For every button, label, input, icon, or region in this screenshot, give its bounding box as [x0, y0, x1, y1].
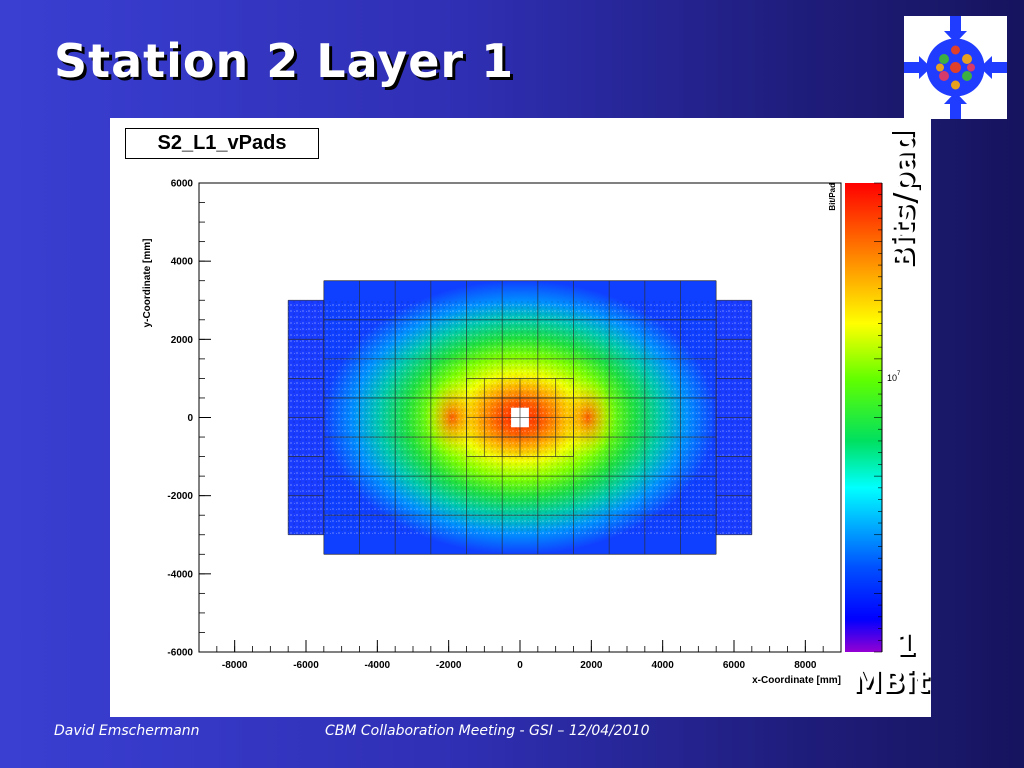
logo-graphic	[904, 16, 1007, 119]
footer-meeting: CBM Collaboration Meeting - GSI – 12/04/…	[325, 723, 650, 739]
x-tick-label: 8000	[794, 660, 817, 671]
y-tick-label: 2000	[171, 335, 194, 346]
y-tick-label: 6000	[171, 179, 194, 190]
histogram-name-box: S2_L1_vPads	[125, 128, 319, 159]
mbit-annotation: MBit	[852, 665, 930, 700]
x-tick-label: 2000	[580, 660, 603, 671]
y-tick-label: -2000	[167, 491, 193, 502]
heatmap-chart: -8000 -6000 -4000 -2000 0 2000 4000 6000 8000 -60…	[142, 179, 901, 687]
z-axis-label: Bit/Pad	[828, 183, 837, 211]
z-tick-label: 10	[887, 373, 897, 383]
x-tick-label: -4000	[365, 660, 391, 671]
x-tick-label: 6000	[723, 660, 746, 671]
x-tick-label: -8000	[222, 660, 248, 671]
bits-per-pad-annotation: Bits/pad	[886, 131, 921, 272]
x-axis-label: x-Coordinate [mm]	[752, 675, 841, 686]
z-tick-exponent: 7	[897, 371, 901, 377]
one-annotation: 1	[895, 628, 916, 663]
x-tick-label: 4000	[652, 660, 675, 671]
histogram-panel: S2_L1_vPads	[110, 118, 931, 717]
x-tick-label: -6000	[293, 660, 319, 671]
y-axis-label: y-Coordinate [mm]	[142, 239, 153, 328]
slide-title: Station 2 Layer 1	[54, 34, 515, 88]
y-tick-label: -4000	[167, 569, 193, 580]
cbm-detector-logo-icon	[904, 16, 1007, 119]
y-tick-label: -6000	[167, 648, 193, 659]
x-tick-label: 0	[517, 660, 523, 671]
y-tick-label: 4000	[171, 257, 194, 268]
footer-author: David Emschermann	[54, 723, 200, 739]
x-tick-label: -2000	[436, 660, 462, 671]
y-tick-label: 0	[187, 413, 193, 424]
